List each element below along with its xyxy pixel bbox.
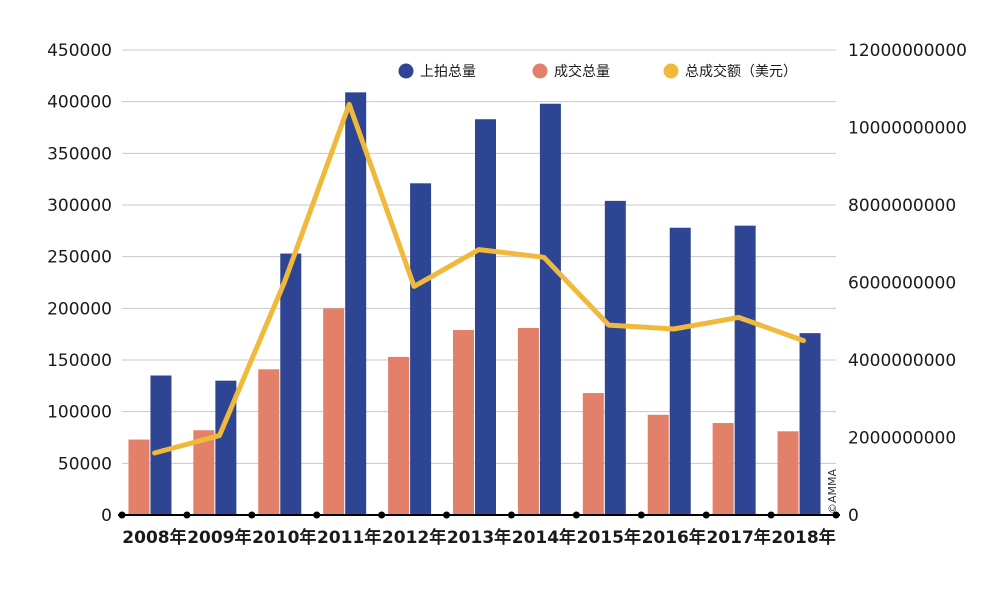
legend-item-total-value: 总成交额（美元） [663,63,797,80]
y-right-tick-label: 6000000000 [848,274,956,294]
y-right-tick-label: 10000000000 [848,119,967,139]
x-category-label: 2010年 [252,527,316,548]
y-left-tick-label: 450000 [47,41,112,61]
y-right-tick-label: 2000000000 [848,429,956,449]
x-category-label: 2011年 [317,527,381,548]
bar-sold-total [193,430,215,515]
y-left-tick-label: 100000 [47,403,112,423]
legend-marker [532,63,548,79]
x-axis-tick-dot [443,511,451,519]
x-category-label: 2014年 [512,527,576,548]
y-left-tick-label: 300000 [47,196,112,216]
y-left-tick-label: 400000 [47,93,112,113]
y-left-tick-label: 200000 [47,299,112,319]
legend-item-listed-total: 上拍总量 [398,63,476,80]
bar-listed-total [539,103,561,515]
x-axis-tick-dot [572,511,580,519]
y-left-tick-label: 250000 [47,248,112,268]
bar-listed-total [799,333,821,515]
y-right-tick-label: 0 [848,506,859,526]
bar-listed-total [734,225,756,515]
bar-series-layer [128,92,821,516]
x-axis-tick-dot [637,511,645,519]
x-category-label: 2012年 [382,527,446,548]
bar-listed-total [410,183,432,516]
y-left-tick-label: 150000 [47,351,112,371]
y-right-tick-label: 8000000000 [848,196,956,216]
bar-sold-total [128,439,150,515]
y-right-tick-label: 12000000000 [848,41,967,61]
line-series-layer [152,101,806,456]
bar-sold-total [258,369,280,515]
bar-listed-total [280,253,302,516]
bar-listed-total [604,200,626,515]
x-axis-tick-dot [248,511,256,519]
x-category-label: 2008年 [122,527,186,548]
bar-listed-total [150,375,172,515]
x-axis-tick-dot [313,511,321,519]
legend-item-sold-total: 成交总量 [532,63,610,80]
legend-label: 总成交额（美元） [685,63,797,80]
legend-marker [398,63,414,79]
legend: 上拍总量 成交总量 总成交额（美元） [398,63,797,80]
x-axis-tick-dot [118,511,126,519]
x-axis-tick-dot [832,511,840,519]
line-total-value [152,101,806,456]
legend-marker [663,63,679,79]
bar-listed-total [669,227,691,515]
legend-label: 上拍总量 [420,64,476,80]
watermark-text: ©AMMA [826,468,839,514]
axes: 0 50000 100000 150000 200000 250000 300000 3500… [47,41,967,548]
x-category-label: 2009年 [187,527,251,548]
x-category-label: 2013年 [447,527,511,548]
bar-listed-total [475,119,496,515]
bar-sold-total [647,414,669,515]
y-left-tick-label: 50000 [58,454,112,474]
bar-sold-total [323,308,345,515]
bar-sold-total [582,393,604,515]
x-axis-tick-dot [767,511,775,519]
x-axis-tick-dot [378,511,386,519]
x-axis-tick-dot [507,511,515,519]
x-axis-tick-dot [702,511,710,519]
x-category-label: 2018年 [771,527,835,548]
legend-label: 成交总量 [554,63,610,80]
x-axis-tick-dot [183,511,191,519]
bar-sold-total [388,356,410,515]
x-category-label: 2015年 [577,527,641,548]
bar-listed-total [345,92,367,515]
bar-sold-total [712,423,734,515]
y-right-tick-label: 4000000000 [848,351,956,371]
y-left-tick-label: 350000 [47,144,112,164]
x-category-label: 2017年 [706,527,770,548]
x-category-label: 2016年 [642,527,706,548]
y-left-tick-label: 0 [101,506,112,526]
bar-sold-total [777,431,799,515]
bar-sold-total [453,330,474,515]
bar-sold-total [517,327,539,515]
